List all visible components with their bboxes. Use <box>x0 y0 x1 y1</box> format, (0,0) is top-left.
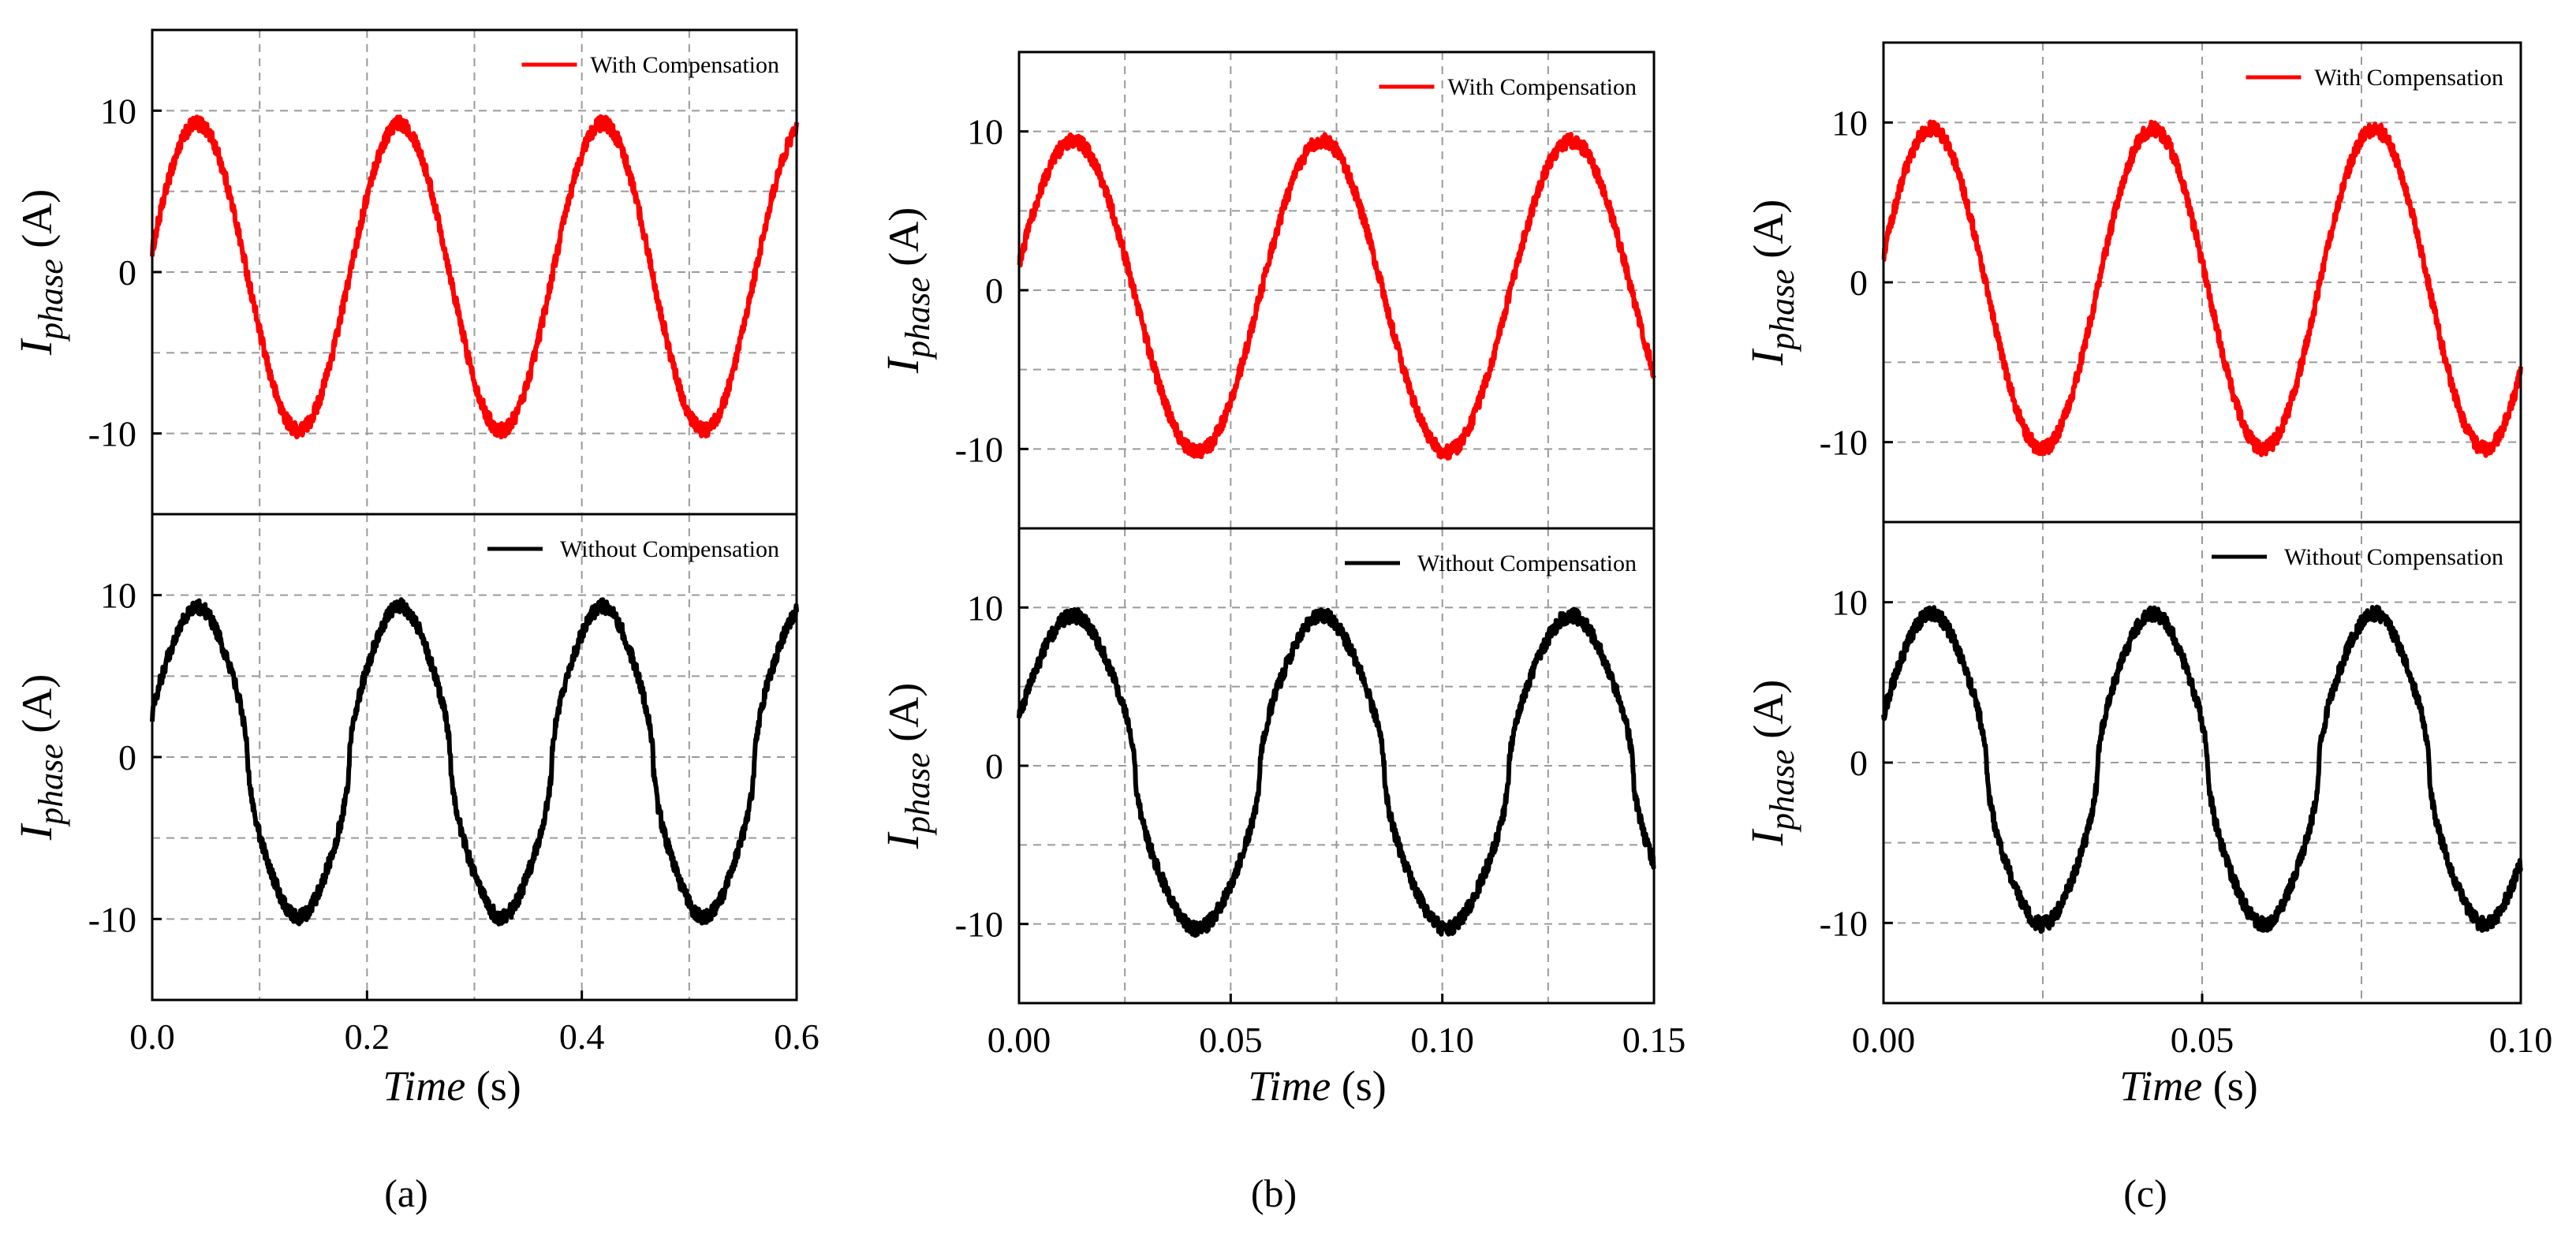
y-axis-title-unit: (A) <box>1745 680 1792 749</box>
y-axis-title-symbol: I <box>10 823 62 841</box>
legend-label-top: With Compensation <box>1447 74 1637 100</box>
y-tick-label: 10 <box>1831 583 1868 623</box>
y-axis-title-symbol: I <box>1742 828 1793 846</box>
subplot-top: 10 0 -10 With Compensation Iphase (A) <box>1742 41 2523 524</box>
x-tick-label: 0.2 <box>345 1017 390 1057</box>
y-axis-title-subscript: phase <box>32 744 70 827</box>
x-tick-label: 0.00 <box>1852 1020 1916 1060</box>
x-axis-title: Time (s) <box>1248 1062 1387 1110</box>
y-tick-label: 0 <box>118 737 136 778</box>
y-tick-label: 0 <box>118 252 136 293</box>
y-tick-label: 0 <box>985 746 1003 786</box>
subplot-bottom: 10 0 -10 Without Compensation Iphase (A) <box>1742 520 2523 1005</box>
x-tick-label: 0.05 <box>2171 1020 2234 1060</box>
legend-label-bottom: Without Compensation <box>1417 550 1637 576</box>
series-line-bottom <box>1017 606 1656 938</box>
y-tick-label: 0 <box>1850 263 1868 303</box>
subplot-bottom: 10 0 -10 Without Compensation Iphase (A) <box>10 513 799 1002</box>
y-axis-title-symbol: I <box>1742 348 1793 366</box>
series-line-top <box>150 114 799 440</box>
panel-caption: (a) <box>384 1171 428 1215</box>
y-tick-label: 10 <box>1831 103 1868 143</box>
y-axis-title-unit: (A) <box>13 189 61 259</box>
x-axis-title-name: Time <box>1248 1062 1331 1110</box>
x-tick-label: 0.6 <box>774 1017 819 1057</box>
y-axis-title-unit: (A) <box>880 683 928 752</box>
y-tick-label: 10 <box>100 91 136 131</box>
x-axis-title-name: Time <box>2119 1062 2202 1110</box>
panel-caption: (b) <box>1251 1171 1297 1215</box>
y-tick-label: -10 <box>88 414 136 454</box>
x-tick-label: 0.15 <box>1622 1020 1686 1060</box>
subplot-bottom: 10 0 -10 Without Compensation Iphase (A) <box>877 527 1656 1005</box>
subplot-top: 10 0 -10 With Compensation Iphase (A) <box>10 28 799 516</box>
y-tick-label: 10 <box>967 112 1003 152</box>
panel-caption: (c) <box>2123 1171 2167 1215</box>
y-axis-title-subscript: phase <box>32 259 70 342</box>
y-axis-title-unit: (A) <box>1745 200 1792 269</box>
y-axis-title-unit: (A) <box>880 207 928 277</box>
x-tick-label: 0.10 <box>1410 1020 1474 1060</box>
panel-a: 10 0 -10 With Compensation Iphase (A) 10 0 -10 W… <box>10 28 819 1215</box>
y-axis-title: Iphase (A) <box>1742 200 1801 366</box>
series-line-top <box>1881 119 2523 458</box>
y-tick-label: -10 <box>88 899 136 939</box>
y-tick-label: -10 <box>1820 423 1868 463</box>
x-axis-title: Time (s) <box>383 1062 521 1110</box>
legend-label-bottom: Without Compensation <box>2284 544 2503 570</box>
series-line-bottom <box>150 597 799 927</box>
y-tick-label: -10 <box>1820 903 1868 943</box>
x-axis-title-unit: (s) <box>1331 1062 1386 1110</box>
y-axis-title-subscript: phase <box>898 752 937 836</box>
y-tick-label: -10 <box>955 429 1003 469</box>
x-tick-label: 0.00 <box>987 1020 1051 1060</box>
x-axis-title-unit: (s) <box>465 1062 521 1110</box>
y-axis-title-subscript: phase <box>898 277 937 360</box>
y-axis-title-subscript: phase <box>1763 269 1801 353</box>
panel-b: 10 0 -10 With Compensation Iphase (A) 10 0 -10 W… <box>877 50 1686 1215</box>
x-axis-title-unit: (s) <box>2202 1062 2257 1110</box>
x-tick-label: 0.0 <box>129 1017 175 1057</box>
y-tick-label: 10 <box>967 588 1003 628</box>
series-line-top <box>1017 132 1656 461</box>
legend-label-bottom: Without Compensation <box>560 536 779 562</box>
y-axis-title-subscript: phase <box>1763 749 1801 833</box>
y-tick-label: 0 <box>985 270 1003 311</box>
x-tick-label: 0.4 <box>559 1017 605 1057</box>
y-tick-label: 10 <box>100 576 136 616</box>
y-axis-title: Iphase (A) <box>877 683 937 849</box>
y-axis-title: Iphase (A) <box>877 207 937 374</box>
y-axis-title-symbol: I <box>877 831 928 849</box>
y-tick-label: -10 <box>955 905 1003 945</box>
panel-c: 10 0 -10 With Compensation Iphase (A) 10 0 -10 W… <box>1742 41 2553 1215</box>
x-tick-label: 0.05 <box>1199 1020 1263 1060</box>
y-axis-title-symbol: I <box>10 338 62 356</box>
legend-label-top: With Compensation <box>590 52 779 78</box>
x-tick-label: 0.10 <box>2489 1020 2553 1060</box>
y-axis-title: Iphase (A) <box>1742 680 1801 846</box>
subplot-top: 10 0 -10 With Compensation Iphase (A) <box>877 50 1656 530</box>
legend-label-top: With Compensation <box>2314 65 2503 91</box>
y-axis-title: Iphase (A) <box>10 189 70 356</box>
y-axis-title-unit: (A) <box>13 674 61 744</box>
y-tick-label: 0 <box>1850 743 1868 783</box>
x-axis-title: Time (s) <box>2119 1062 2258 1110</box>
y-axis-title-symbol: I <box>877 356 928 374</box>
x-axis-title-name: Time <box>383 1062 465 1110</box>
y-axis-title: Iphase (A) <box>10 674 70 841</box>
series-line-bottom <box>1881 604 2523 934</box>
